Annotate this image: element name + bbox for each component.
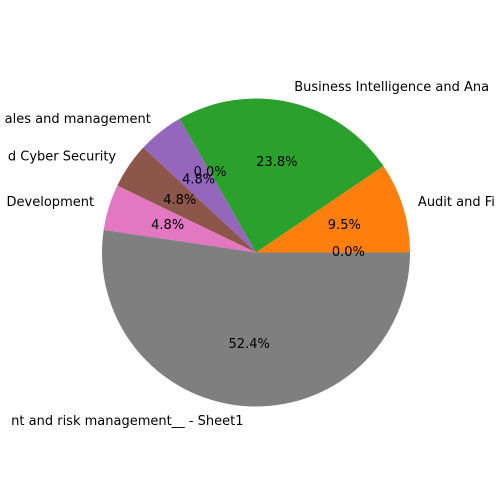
slice-percent-label: 0.0% bbox=[194, 165, 227, 180]
pie-slice bbox=[179, 98, 384, 253]
slice-percent-label: 23.8% bbox=[256, 155, 297, 170]
slice-percent-label: 4.8% bbox=[182, 173, 215, 188]
slice-category-label: nt and risk management__ - Sheet1 bbox=[11, 414, 243, 429]
pie-slice bbox=[143, 118, 256, 253]
slice-category-label: Audit and Fi bbox=[418, 195, 495, 210]
slice-percent-label: 0.0% bbox=[332, 245, 365, 260]
pie-slice bbox=[256, 166, 411, 253]
pie-slices bbox=[102, 98, 411, 407]
category-labels: Audit and Fi Business Intelligence and An… bbox=[5, 80, 495, 429]
slice-category-label: ales and management bbox=[5, 112, 151, 127]
slice-category-label: Business Intelligence and Ana bbox=[294, 80, 489, 95]
slice-percent-label: 4.8% bbox=[151, 218, 184, 233]
slice-percent-label: 52.4% bbox=[229, 337, 270, 352]
pie-slice bbox=[117, 147, 256, 253]
pie-slice bbox=[102, 229, 410, 407]
slice-category-label: d Cyber Security bbox=[8, 149, 117, 164]
pie-slice bbox=[103, 185, 256, 253]
slice-percent-label: 9.5% bbox=[328, 218, 361, 233]
slice-percent-label: 4.8% bbox=[163, 193, 196, 208]
percent-labels: 0.0%9.5%23.8%0.0%4.8%4.8%4.8%52.4% bbox=[151, 155, 365, 352]
slice-category-label: Development bbox=[7, 195, 95, 210]
